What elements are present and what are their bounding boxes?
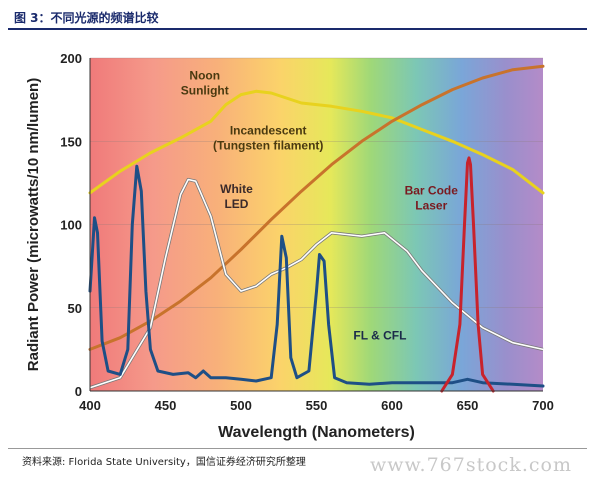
- x-tick-label: 550: [306, 398, 328, 413]
- series-line-2: [88, 64, 545, 351]
- y-tick-label: 50: [68, 301, 82, 316]
- annotation-line: LED: [224, 197, 248, 211]
- series-line-4: [88, 164, 545, 388]
- annotation-line: FL & CFL: [353, 328, 406, 342]
- y-axis-label: Radiant Power (microwatts/10 nm/lumen): [25, 78, 42, 371]
- figure-source: 资料来源: Florida State University，国信证券经济研究所…: [22, 457, 306, 468]
- annotation-label: Bar Code Laser: [405, 184, 459, 213]
- x-axis-label: Wavelength (Nanometers): [218, 424, 415, 441]
- annotation-label: Noon Sunlight: [181, 69, 229, 98]
- x-tick-label: 700: [532, 398, 554, 413]
- figure-footer: 资料来源: Florida State University，国信证券经济研究所…: [8, 448, 587, 468]
- annotation-line: Incandescent: [230, 124, 307, 138]
- x-tick-label: 450: [155, 398, 177, 413]
- y-tick-label: 100: [60, 218, 82, 233]
- spectrum-chart: Noon Sunlight Incandescent (Tungsten filame…: [25, 51, 554, 441]
- annotation-label: Incandescent (Tungsten filament): [213, 124, 323, 153]
- annotation-label: White LED: [220, 182, 253, 211]
- figure-header: 图 3：不同光源的频谱比较: [8, 6, 587, 30]
- annotation-line: Laser: [415, 199, 447, 213]
- annotation-line: Noon: [189, 69, 220, 83]
- annotation-group: Noon Sunlight Incandescent (Tungsten filame…: [181, 69, 458, 343]
- annotation-label: FL & CFL: [353, 328, 406, 342]
- x-tick-label: 400: [79, 398, 101, 413]
- annotation-line: Sunlight: [181, 84, 229, 98]
- annotation-line: Bar Code: [405, 184, 459, 198]
- series-line-1: [88, 89, 545, 195]
- chart-area: Noon Sunlight Incandescent (Tungsten filame…: [20, 40, 580, 445]
- y-tick-label: 0: [75, 384, 82, 399]
- axes-group: 400 450 500 550 600 650 700 0 50 100 150 200 Wavelen…: [25, 51, 554, 441]
- x-tick-label: 500: [230, 398, 252, 413]
- x-tick-label: 600: [381, 398, 403, 413]
- series-group: [88, 64, 545, 393]
- x-tick-label: 650: [457, 398, 479, 413]
- y-tick-label: 200: [60, 51, 82, 66]
- annotation-line: (Tungsten filament): [213, 139, 323, 153]
- figure-title: 图 3：不同光源的频谱比较: [14, 11, 159, 25]
- watermark: www.767stock.com: [370, 454, 572, 476]
- annotation-line: White: [220, 182, 253, 196]
- series-line-5: [440, 156, 495, 393]
- y-tick-label: 150: [60, 134, 82, 149]
